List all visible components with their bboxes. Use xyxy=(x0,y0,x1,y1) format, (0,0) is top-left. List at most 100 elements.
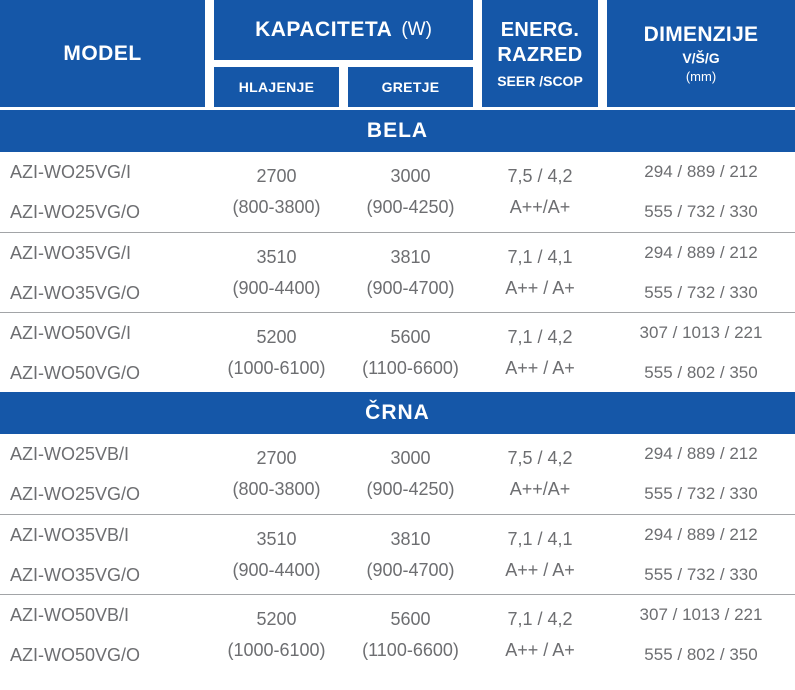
dimensions-indoor: 294 / 889 / 212 xyxy=(644,162,758,181)
dimensions-indoor: 294 / 889 / 212 xyxy=(644,243,758,262)
cooling-value: 2700 xyxy=(256,166,297,186)
energy-class-cell: 7,1 / 4,1 A++ / A+ xyxy=(482,515,598,595)
energy-class-rating: A++/A+ xyxy=(509,197,571,217)
heating-capacity-cell: 5600 (1100-6600) xyxy=(348,313,473,393)
dimensions-cell: 307 / 1013 / 221 555 / 802 / 350 xyxy=(607,595,795,675)
heating-range: (1100-6600) xyxy=(362,640,459,660)
header-hlajenje-label: HLAJENJE xyxy=(238,79,315,95)
header-model: MODEL xyxy=(0,0,205,107)
section-bela-title: BELA xyxy=(366,119,429,142)
energy-seer-scop-values: 7,1 / 4,1 xyxy=(507,529,573,549)
heating-range: (1100-6600) xyxy=(362,358,459,378)
cooling-value: 2700 xyxy=(256,448,297,468)
model-outdoor: AZI-WO25VG/O xyxy=(10,202,141,222)
dimensions-outdoor: 555 / 732 / 330 xyxy=(644,283,758,302)
model-cell: AZI-WO25VG/I AZI-WO25VG/O xyxy=(0,152,205,232)
section-crna-rows: AZI-WO25VB/I AZI-WO25VG/O 2700 (800-3800… xyxy=(0,434,795,674)
energy-class-cell: 7,1 / 4,2 A++ / A+ xyxy=(482,595,598,675)
header-energ-razred: ENERG. RAZRED SEER /SCOP xyxy=(482,0,598,107)
energy-class-cell: 7,1 / 4,1 A++ / A+ xyxy=(482,233,598,313)
heating-range: (900-4250) xyxy=(366,197,455,217)
cooling-capacity-cell: 5200 (1000-6100) xyxy=(214,313,339,393)
header-gretje: GRETJE xyxy=(348,67,473,107)
model-indoor: AZI-WO50VG/I xyxy=(10,323,132,343)
energy-seer-scop-values: 7,1 / 4,2 xyxy=(507,609,573,629)
heating-value: 5600 xyxy=(390,327,431,347)
heating-range: (900-4700) xyxy=(366,560,455,580)
dimensions-cell: 307 / 1013 / 221 555 / 802 / 350 xyxy=(607,313,795,393)
section-bela: BELA AZI-WO25VG/I AZI-WO25VG/O 2700 (800… xyxy=(0,110,795,392)
model-outdoor: AZI-WO35VG/O xyxy=(10,283,141,303)
header-kapaciteta-label: KAPACITETA xyxy=(255,18,393,41)
spec-row-group: AZI-WO50VG/I AZI-WO50VG/O 5200 (1000-610… xyxy=(0,312,795,392)
dimensions-indoor: 294 / 889 / 212 xyxy=(644,525,758,544)
dimensions-cell: 294 / 889 / 212 555 / 732 / 330 xyxy=(607,152,795,232)
energy-class-rating: A++ / A+ xyxy=(505,278,575,298)
cooling-capacity-cell: 3510 (900-4400) xyxy=(214,515,339,595)
header-model-label: MODEL xyxy=(63,41,142,65)
dimensions-outdoor: 555 / 732 / 330 xyxy=(644,202,758,221)
header-seer-scop: SEER /SCOP xyxy=(497,73,583,89)
dimensions-outdoor: 555 / 802 / 350 xyxy=(644,645,758,664)
model-cell: AZI-WO35VB/I AZI-WO35VG/O xyxy=(0,515,205,595)
model-cell: AZI-WO50VG/I AZI-WO50VG/O xyxy=(0,313,205,393)
energy-class-cell: 7,5 / 4,2 A++/A+ xyxy=(482,434,598,514)
model-outdoor: AZI-WO50VG/O xyxy=(10,645,141,665)
section-bela-rows: AZI-WO25VG/I AZI-WO25VG/O 2700 (800-3800… xyxy=(0,152,795,392)
heating-range: (900-4250) xyxy=(366,479,455,499)
energy-class-cell: 7,1 / 4,2 A++ / A+ xyxy=(482,313,598,393)
spec-row-group: AZI-WO35VB/I AZI-WO35VG/O 3510 (900-4400… xyxy=(0,514,795,594)
spec-table: MODEL KAPACITETA (W) HLAJENJE GRETJE ENE… xyxy=(0,0,795,674)
heating-capacity-cell: 3810 (900-4700) xyxy=(348,515,473,595)
energy-seer-scop-values: 7,5 / 4,2 xyxy=(507,166,573,186)
header-dimenzije: DIMENZIJE V/Š/G (mm) xyxy=(607,0,795,107)
section-crna: ČRNA AZI-WO25VB/I AZI-WO25VG/O 2700 (800… xyxy=(0,392,795,674)
cooling-range: (800-3800) xyxy=(232,197,321,217)
cooling-range: (900-4400) xyxy=(232,278,321,298)
model-outdoor: AZI-WO50VG/O xyxy=(10,363,141,383)
spec-row-group: AZI-WO25VB/I AZI-WO25VG/O 2700 (800-3800… xyxy=(0,434,795,514)
cooling-value: 3510 xyxy=(256,247,297,267)
energy-class-cell: 7,5 / 4,2 A++/A+ xyxy=(482,152,598,232)
dimensions-outdoor: 555 / 802 / 350 xyxy=(644,363,758,382)
header-gretje-label: GRETJE xyxy=(381,79,440,95)
cooling-value: 5200 xyxy=(256,609,297,629)
spec-row-group: AZI-WO25VG/I AZI-WO25VG/O 2700 (800-3800… xyxy=(0,152,795,232)
model-indoor: AZI-WO25VB/I xyxy=(10,444,130,464)
header-divider xyxy=(0,107,795,110)
table-header: MODEL KAPACITETA (W) HLAJENJE GRETJE ENE… xyxy=(0,0,795,107)
model-indoor: AZI-WO35VG/I xyxy=(10,243,132,263)
heating-value: 3000 xyxy=(390,166,431,186)
energy-seer-scop-values: 7,5 / 4,2 xyxy=(507,448,573,468)
cooling-capacity-cell: 2700 (800-3800) xyxy=(214,152,339,232)
cooling-value: 5200 xyxy=(256,327,297,347)
energy-class-rating: A++ / A+ xyxy=(505,560,575,580)
energy-class-rating: A++ / A+ xyxy=(505,358,575,378)
dimensions-indoor: 307 / 1013 / 221 xyxy=(639,323,763,342)
heating-value: 5600 xyxy=(390,609,431,629)
dimensions-indoor: 307 / 1013 / 221 xyxy=(639,605,763,624)
header-energ-line1: ENERG. xyxy=(500,19,580,41)
model-indoor: AZI-WO35VB/I xyxy=(10,525,130,545)
section-bela-band: BELA xyxy=(0,110,795,152)
energy-class-rating: A++ / A+ xyxy=(505,640,575,660)
model-indoor: AZI-WO50VB/I xyxy=(10,605,130,625)
model-indoor: AZI-WO25VG/I xyxy=(10,162,132,182)
dimensions-indoor: 294 / 889 / 212 xyxy=(644,444,758,463)
cooling-range: (1000-6100) xyxy=(227,640,326,660)
energy-seer-scop-values: 7,1 / 4,2 xyxy=(507,327,573,347)
heating-capacity-cell: 3000 (900-4250) xyxy=(348,434,473,514)
heating-capacity-cell: 5600 (1100-6600) xyxy=(348,595,473,675)
heating-range: (900-4700) xyxy=(366,278,455,298)
cooling-capacity-cell: 5200 (1000-6100) xyxy=(214,595,339,675)
header-hlajenje: HLAJENJE xyxy=(214,67,339,107)
heating-value: 3810 xyxy=(390,529,431,549)
cooling-capacity-cell: 3510 (900-4400) xyxy=(214,233,339,313)
heating-value: 3810 xyxy=(390,247,431,267)
cooling-value: 3510 xyxy=(256,529,297,549)
energy-class-rating: A++/A+ xyxy=(509,479,571,499)
heating-capacity-cell: 3000 (900-4250) xyxy=(348,152,473,232)
cooling-range: (800-3800) xyxy=(232,479,321,499)
heating-value: 3000 xyxy=(390,448,431,468)
cooling-range: (900-4400) xyxy=(232,560,321,580)
